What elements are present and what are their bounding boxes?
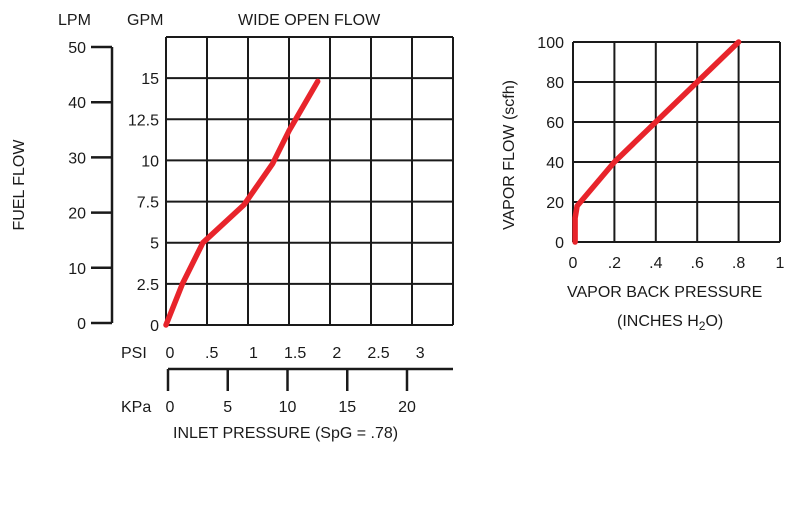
- right-plot-grid: [572, 41, 781, 243]
- kpa-tick-label: 5: [223, 399, 232, 416]
- psi-tick-label: 0: [166, 345, 175, 362]
- lpm-tick-label: 20: [68, 206, 86, 223]
- kpa-unit-label: KPa: [121, 399, 151, 416]
- x-tick-label: 0: [569, 255, 578, 272]
- lpm-axis: 50 40 30 20 10 0: [68, 40, 114, 333]
- x-tick-label: .6: [691, 255, 704, 272]
- kpa-tick-labels: 0 5 10 15 20: [166, 399, 416, 416]
- left-series: [163, 78, 321, 328]
- x-axis-label-units: (INCHES H2O): [617, 313, 723, 333]
- x-tick-label: .4: [649, 255, 662, 272]
- gpm-tick-label: 7.5: [137, 195, 159, 212]
- gpm-tick-label: 0: [150, 318, 159, 335]
- x-axis-label: INLET PRESSURE (SpG = .78): [173, 425, 398, 442]
- x-axis-label: VAPOR BACK PRESSURE: [567, 284, 762, 301]
- lpm-tick-label: 50: [68, 40, 86, 57]
- y-tick-label: 40: [546, 155, 564, 172]
- gpm-tick-labels: 15 12.5 10 7.5 5 2.5 0: [128, 71, 159, 335]
- kpa-axis: [166, 367, 453, 391]
- kpa-tick-label: 10: [279, 399, 297, 416]
- vapor-flow-line: [572, 39, 742, 245]
- x-tick-label: .8: [732, 255, 745, 272]
- lpm-tick-label: 30: [68, 150, 86, 167]
- x-axis-units-suffix: O): [705, 313, 723, 330]
- y-tick-label: 60: [546, 115, 564, 132]
- gpm-tick-label: 10: [141, 153, 159, 170]
- left-plot-grid: [165, 36, 454, 326]
- x-axis-units-subscript: 2: [699, 319, 706, 333]
- chart-title: WIDE OPEN FLOW: [238, 12, 381, 29]
- gpm-tick-label: 5: [150, 236, 159, 253]
- kpa-tick-label: 20: [398, 399, 416, 416]
- y-tick-labels: 100 80 60 40 20 0: [537, 35, 564, 252]
- lpm-tick-label: 0: [77, 316, 86, 333]
- y-axis-label: FUEL FLOW: [11, 139, 28, 231]
- vapor-flow-chart: VAPOR FLOW (scfh) 100 80 60 40 20 0 0 .2 .4 .6 .8…: [501, 35, 785, 333]
- psi-tick-label: .5: [205, 345, 218, 362]
- fuel-flow-line: [163, 78, 321, 328]
- gpm-unit-label: GPM: [127, 12, 163, 29]
- y-axis-label: VAPOR FLOW (scfh): [501, 80, 518, 230]
- x-tick-label: .2: [608, 255, 621, 272]
- psi-tick-label: 1: [249, 345, 258, 362]
- lpm-unit-label: LPM: [58, 12, 91, 29]
- y-tick-label: 80: [546, 75, 564, 92]
- psi-tick-label: 2: [332, 345, 341, 362]
- lpm-tick-label: 40: [68, 95, 86, 112]
- psi-tick-label: 3: [416, 345, 425, 362]
- lpm-tick-label: 10: [68, 261, 86, 278]
- x-tick-label: 1: [776, 255, 785, 272]
- y-tick-label: 20: [546, 195, 564, 212]
- right-series: [572, 39, 742, 245]
- fuel-flow-chart: LPM GPM WIDE OPEN FLOW FUEL FLOW 5040302…: [11, 12, 454, 442]
- gpm-tick-label: 12.5: [128, 112, 159, 129]
- y-tick-label: 100: [537, 35, 564, 52]
- psi-unit-label: PSI: [121, 345, 147, 362]
- x-tick-labels: 0 .2 .4 .6 .8 1: [569, 255, 785, 272]
- kpa-tick-label: 0: [166, 399, 175, 416]
- y-tick-label: 0: [555, 235, 564, 252]
- psi-tick-labels: 0 .5 1 1.5 2 2.5 3: [166, 345, 425, 362]
- kpa-tick-label: 15: [338, 399, 356, 416]
- gpm-tick-label: 2.5: [137, 277, 159, 294]
- x-axis-units-prefix: (INCHES H: [617, 313, 699, 330]
- psi-tick-label: 1.5: [284, 345, 306, 362]
- psi-tick-label: 2.5: [367, 345, 389, 362]
- gpm-tick-label: 15: [141, 71, 159, 88]
